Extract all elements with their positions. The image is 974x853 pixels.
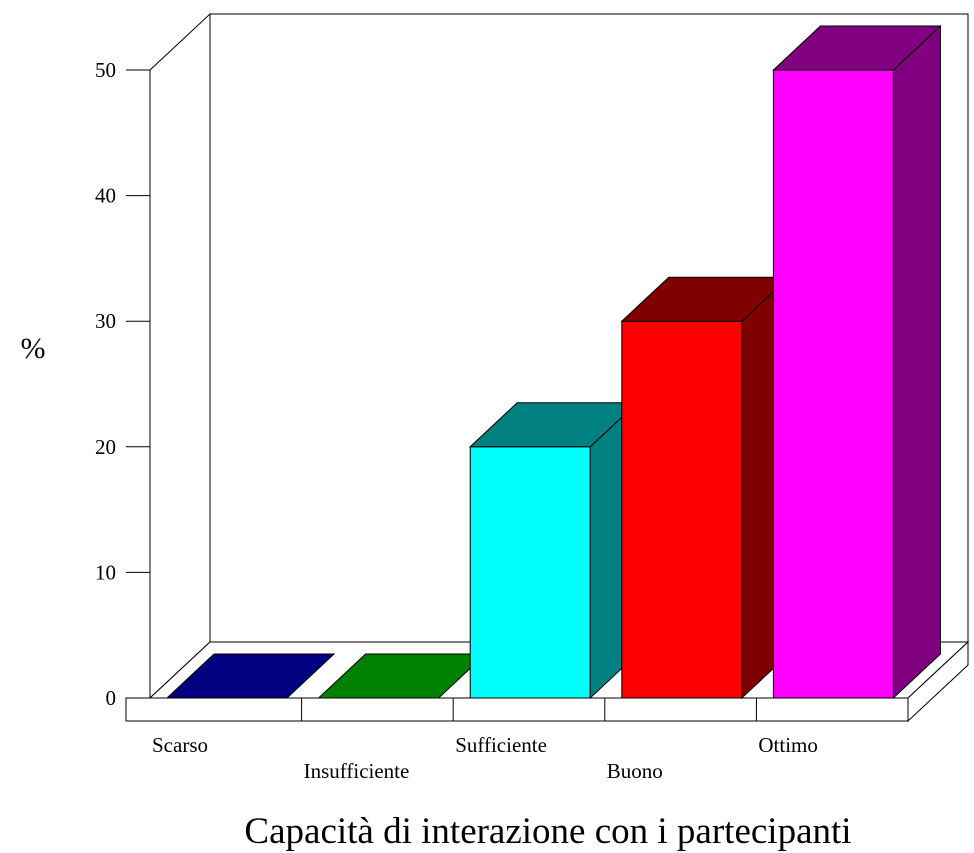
bar-scarso	[165, 653, 336, 699]
bar-top	[772, 25, 942, 71]
y-tick-label: 20	[95, 435, 116, 459]
x-axis-label: Capacità di interazione con i partecipan…	[244, 811, 851, 852]
bar-ottimo	[772, 24, 942, 700]
y-tick-label: 40	[95, 184, 116, 208]
bar-front	[621, 320, 743, 699]
y-axis-ticks: 0 10 20 30 40 50	[95, 58, 150, 710]
bar-front	[772, 69, 894, 699]
category-label: Ottimo	[758, 733, 818, 757]
y-axis-label: %	[21, 332, 46, 365]
bar-front	[469, 446, 591, 699]
category-label: Sufficiente	[455, 733, 547, 757]
left-wall	[149, 12, 211, 700]
base-slab-front	[125, 697, 909, 722]
bar-side	[892, 24, 941, 700]
y-tick-label: 0	[106, 686, 117, 710]
bars	[165, 24, 942, 700]
bar-sufficiente	[468, 401, 639, 700]
category-label: Insufficiente	[304, 759, 410, 783]
bar-top	[165, 653, 336, 699]
category-label: Scarso	[152, 733, 208, 757]
y-tick-label: 10	[95, 560, 116, 584]
y-tick-label: 50	[95, 58, 116, 82]
category-label: Buono	[607, 759, 663, 783]
category-labels: Scarso Insufficiente Sufficiente Buono Ottim…	[152, 733, 818, 783]
y-tick-label: 30	[95, 309, 116, 333]
base-slab-side	[907, 640, 969, 723]
bar-buono	[620, 276, 791, 700]
